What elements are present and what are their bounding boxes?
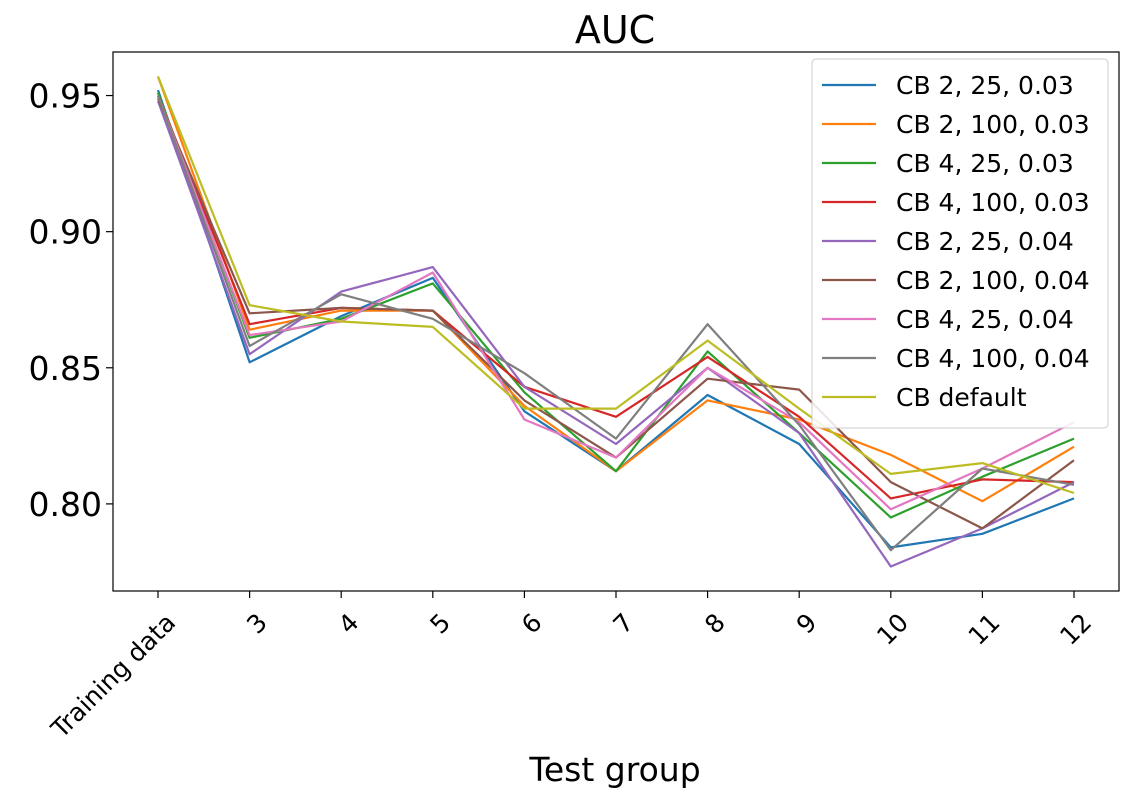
y-tick-label: 0.95 — [29, 77, 102, 116]
x-tick-label: 6 — [516, 608, 548, 640]
legend-label-6: CB 2, 100, 0.04 — [896, 266, 1090, 295]
x-tick-label: 8 — [699, 608, 731, 640]
legend-label-2: CB 2, 100, 0.03 — [896, 110, 1090, 139]
x-tick-label: 3 — [241, 608, 273, 640]
y-axis: 0.80 0.85 0.90 0.95 — [29, 77, 113, 524]
legend-label-8: CB 4, 100, 0.04 — [896, 344, 1090, 373]
series-line-8 — [156, 95, 1075, 552]
x-tick-label: 10 — [871, 608, 914, 651]
legend-label-1: CB 2, 25, 0.03 — [896, 71, 1074, 100]
legend-label-3: CB 4, 25, 0.03 — [896, 149, 1074, 178]
legend: CB 2, 25, 0.03 CB 2, 100, 0.03 CB 4, 25, 0… — [811, 58, 1109, 429]
x-axis-label: Test group — [528, 750, 700, 789]
y-tick-label: 0.85 — [29, 349, 102, 388]
y-tick-label: 0.90 — [29, 213, 102, 252]
x-axis: Training data 3 4 5 6 7 8 9 10 11 12 — [45, 591, 1097, 744]
chart-title: AUC — [575, 8, 655, 52]
legend-label-4: CB 4, 100, 0.03 — [896, 188, 1090, 217]
series-line-9 — [156, 76, 1075, 495]
y-tick-label: 0.80 — [29, 485, 102, 524]
x-tick-label: 9 — [791, 608, 823, 640]
x-tick-label: 4 — [333, 608, 365, 640]
x-tick-label: 5 — [424, 608, 456, 640]
legend-box — [811, 58, 1109, 429]
x-tick-label: 12 — [1054, 608, 1097, 651]
legend-label-7: CB 4, 25, 0.04 — [896, 305, 1074, 334]
legend-label-5: CB 2, 25, 0.04 — [896, 227, 1074, 256]
series-lines — [156, 76, 1075, 568]
legend-label-9: CB default — [896, 383, 1027, 412]
series-line-7 — [156, 95, 1075, 511]
x-tick-label: 11 — [963, 608, 1006, 651]
x-tick-label: Training data — [45, 608, 181, 744]
x-tick-label: 7 — [608, 608, 640, 640]
